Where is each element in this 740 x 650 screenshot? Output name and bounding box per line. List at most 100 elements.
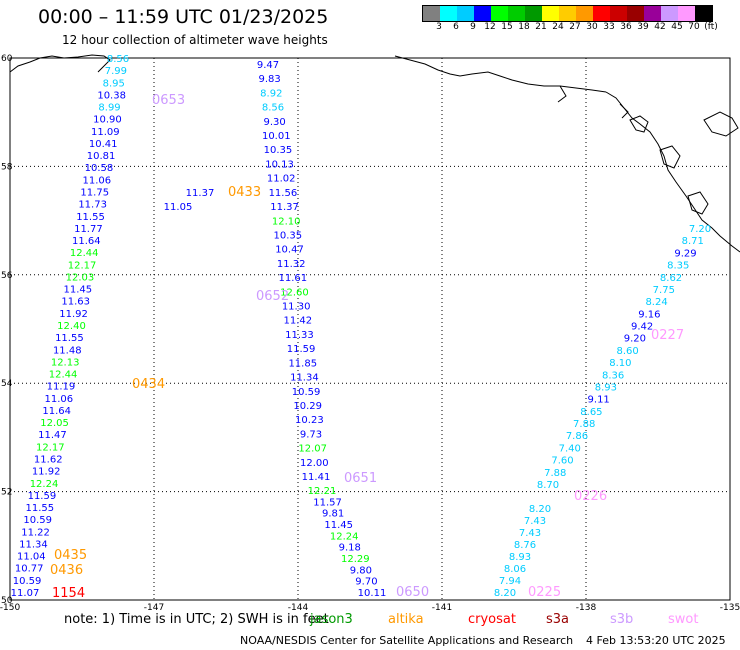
- wave-height-value: 8.62: [660, 273, 682, 284]
- wave-height-value: 12.40: [57, 321, 86, 332]
- colorbar-label: 24: [552, 22, 564, 32]
- latitude-labels: 60 58 56 54 52 50: [1, 54, 13, 606]
- wave-height-value: 11.64: [42, 406, 71, 417]
- track-time-label: 0653: [152, 93, 185, 108]
- track-time-label: 0436: [50, 563, 83, 578]
- colorbar-label: 15: [501, 22, 513, 32]
- lat-label: 58: [1, 162, 13, 172]
- wave-height-value: 10.35: [274, 230, 303, 241]
- wave-height-value: 11.92: [59, 309, 88, 320]
- wave-height-value: 7.99: [105, 66, 127, 77]
- wave-height-value: 8.92: [260, 88, 282, 99]
- lon-label: -138: [576, 603, 597, 612]
- colorbar-swatch: [508, 6, 525, 21]
- colorbar-label: 12: [484, 22, 496, 32]
- colorbar-swatch: [559, 6, 576, 21]
- wave-height-value: 8.60: [616, 346, 638, 357]
- wave-height-value: 8.35: [667, 261, 689, 272]
- wave-height-value: 9.47: [257, 60, 279, 71]
- wave-height-value: 10.59: [13, 576, 42, 587]
- colorbar-swatch: [542, 6, 559, 21]
- wave-height-value: 8.56: [107, 54, 129, 65]
- wave-height-value: 12.05: [40, 418, 69, 429]
- wave-height-value: 8.99: [98, 103, 120, 114]
- wave-height-value: 12.24: [330, 531, 359, 542]
- wave-height-value: 11.22: [21, 527, 50, 538]
- track-time-label: 0225: [528, 585, 561, 600]
- wave-height-value: 11.63: [61, 297, 90, 308]
- wave-height-value: 7.43: [524, 516, 546, 527]
- colorbar-label: 70: [688, 22, 700, 32]
- wave-height-value: 7.94: [499, 576, 521, 587]
- wave-height-value: 12.17: [68, 260, 97, 271]
- wave-height-value: 11.55: [55, 333, 84, 344]
- colorbar-label: 21: [535, 22, 547, 32]
- wave-height-value: 11.64: [72, 236, 101, 247]
- wave-height-value: 11.59: [28, 491, 57, 502]
- island-chain-3: [687, 191, 709, 215]
- wave-height-value: 11.56: [269, 188, 298, 199]
- wave-height-value: 11.04: [17, 552, 46, 563]
- wave-height-value: 10.59: [292, 387, 321, 398]
- wave-height-value: 7.75: [653, 285, 675, 296]
- lon-label: -147: [144, 603, 164, 612]
- longitude-labels: -150 -147 -144 -141 -138 -135: [0, 603, 740, 612]
- wave-height-value: 9.11: [588, 395, 610, 406]
- wave-height-value: 11.75: [80, 188, 109, 199]
- wave-height-value: 11.45: [324, 520, 353, 531]
- wave-height-value: 11.85: [288, 358, 317, 369]
- wave-height-value: 12.03: [66, 272, 95, 283]
- wave-height-value: 11.48: [53, 345, 82, 356]
- wave-height-value: 12.44: [70, 248, 99, 259]
- wave-height-value: 10.47: [275, 245, 304, 256]
- lon-label: -144: [288, 603, 309, 612]
- wave-height-value: 11.42: [283, 316, 312, 327]
- wave-height-points: 8.567.998.9510.388.9910.9011.0910.4110.8…: [11, 54, 711, 599]
- wave-height-value: 12.00: [300, 458, 329, 469]
- prince-william-sound-coast: [394, 55, 607, 93]
- inlet-1: [557, 85, 567, 103]
- wave-height-value: 11.02: [267, 174, 296, 185]
- wave-height-value: 9.81: [322, 509, 344, 520]
- page-subtitle: 12 hour collection of altimeter wave hei…: [62, 33, 328, 47]
- wave-height-value: 12.13: [51, 357, 80, 368]
- colorbar-label: 3: [436, 22, 442, 32]
- wave-height-value: 9.16: [638, 309, 660, 320]
- wave-height-value: 10.41: [89, 139, 118, 150]
- wave-height-value: 8.95: [103, 78, 125, 89]
- colorbar-swatch: [457, 6, 474, 21]
- wave-height-value: 7.43: [519, 528, 541, 539]
- wave-height-value: 9.29: [674, 248, 696, 259]
- wave-height-value: 8.20: [494, 588, 516, 599]
- lat-lon-grid: [10, 58, 730, 600]
- wave-height-value: 11.05: [164, 202, 193, 213]
- wave-height-value: 10.01: [262, 131, 291, 142]
- wave-height-value: 10.29: [293, 401, 322, 412]
- wave-height-value: 7.20: [689, 224, 711, 235]
- track-time-label: 0433: [228, 185, 261, 200]
- colorbar-label: 27: [569, 22, 581, 32]
- wave-height-value: 10.59: [23, 515, 52, 526]
- wave-height-value: 11.34: [19, 539, 48, 550]
- island-chain-4: [703, 111, 739, 137]
- wave-height-value: 11.30: [282, 302, 311, 313]
- colorbar-label: 33: [603, 22, 615, 32]
- wave-height-value: 12.44: [49, 370, 78, 381]
- satellite-legend-item: s3a: [546, 612, 570, 627]
- wave-height-value: 11.32: [277, 259, 306, 270]
- wave-height-value: 8.10: [609, 358, 631, 369]
- generated-timestamp: 4 Feb 13:53:20 UTC 2025: [586, 634, 726, 647]
- wave-height-value: 12.10: [272, 216, 301, 227]
- lat-label: 50: [1, 596, 13, 606]
- credit-line: NOAA/NESDIS Center for Satellite Applica…: [240, 634, 574, 647]
- footer-note: note: 1) Time is in UTC; 2) SWH is in fe…: [64, 612, 329, 627]
- wave-height-value: 11.41: [302, 472, 331, 483]
- wave-height-value: 9.83: [259, 74, 281, 85]
- colorbar-swatch: [440, 6, 457, 21]
- wave-height-value: 10.23: [295, 415, 324, 426]
- wave-height-value: 10.13: [265, 159, 294, 170]
- wave-height-value: 10.35: [264, 145, 293, 156]
- track-time-label: 0650: [396, 585, 429, 600]
- wave-height-value: 7.88: [544, 468, 566, 479]
